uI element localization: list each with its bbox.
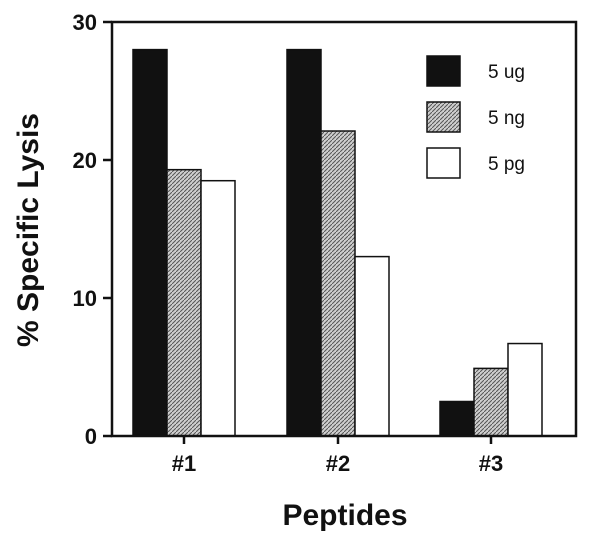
bar-peptide-2-5-ng [320,130,356,437]
bar-peptide-3-5-ng [473,367,509,437]
y-tick-label: 20 [73,148,97,173]
bar-peptide-2-5-pg [354,255,390,437]
y-axis-title: % Specific Lysis [12,113,45,347]
y-tick-label: 0 [85,424,97,449]
legend-label: 5 pg [488,154,525,175]
bar-peptide-3-5-ug [439,400,475,437]
legend-swatch-5-pg [426,147,461,179]
bar-peptide-1-5-pg [200,179,236,437]
y-tick-label: 30 [73,10,97,35]
x-axis-title: Peptides [282,499,407,532]
x-tick-label: #3 [479,451,503,476]
x-tick-label: #2 [326,451,350,476]
bar-peptide-3-5-pg [507,342,543,437]
bars-layer [132,48,543,437]
legend-swatch-5-ug [426,55,461,87]
y-tick-label: 10 [73,286,97,311]
axes-layer: 0 10 20 30 #1 #2 #3 [73,10,578,476]
legend-swatch-5-ng [426,101,461,133]
x-tick-label: #1 [172,451,196,476]
bar-peptide-2-5-ug [286,48,322,437]
bar-peptide-1-5-ug [132,48,168,437]
legend-label: 5 ng [488,108,525,129]
legend-label: 5 ug [488,62,525,83]
legend: 5 ug 5 ng 5 pg [426,55,525,179]
bar-peptide-1-5-ng [166,168,202,437]
plot-frame [110,20,578,438]
